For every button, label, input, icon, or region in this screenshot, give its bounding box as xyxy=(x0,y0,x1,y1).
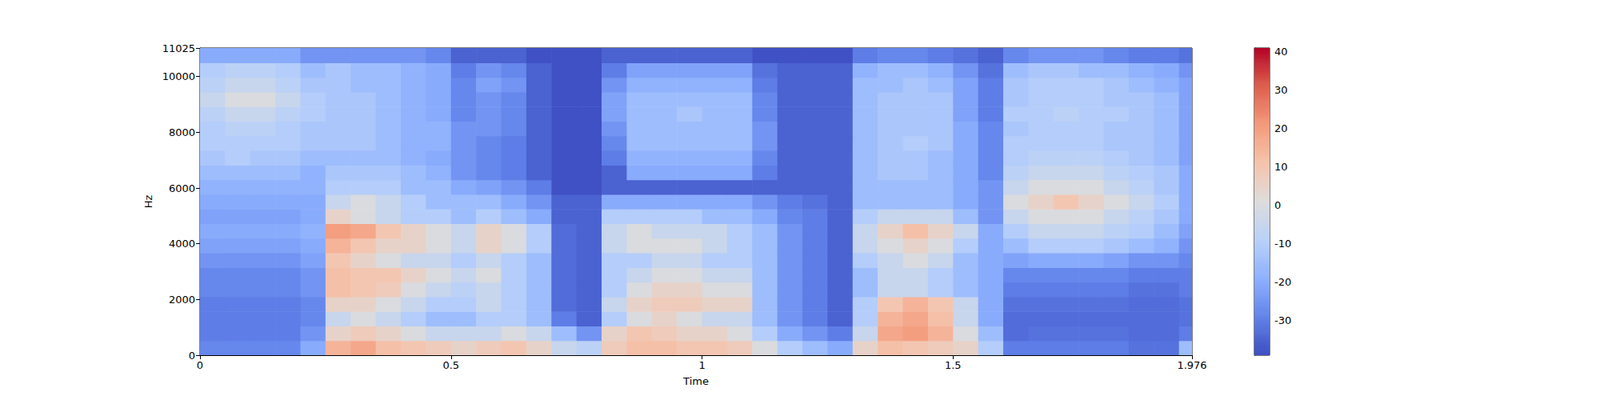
svg-text:Hz: Hz xyxy=(142,195,155,209)
svg-text:0: 0 xyxy=(196,359,204,372)
svg-text:40: 40 xyxy=(1274,45,1288,58)
svg-text:30: 30 xyxy=(1274,84,1288,96)
svg-text:1.976: 1.976 xyxy=(1176,359,1207,372)
svg-text:8000: 8000 xyxy=(168,126,196,139)
svg-text:-30: -30 xyxy=(1274,314,1292,327)
svg-text:20: 20 xyxy=(1274,122,1288,135)
svg-text:10: 10 xyxy=(1274,160,1288,173)
svg-text:10000: 10000 xyxy=(162,70,196,83)
svg-text:1.5: 1.5 xyxy=(944,359,962,372)
svg-text:Time: Time xyxy=(682,375,709,388)
svg-text:1: 1 xyxy=(698,359,705,372)
svg-text:6000: 6000 xyxy=(168,182,196,195)
svg-text:-10: -10 xyxy=(1274,237,1292,250)
svg-text:11025: 11025 xyxy=(162,42,196,55)
svg-text:-20: -20 xyxy=(1274,276,1292,288)
svg-text:4000: 4000 xyxy=(168,237,196,250)
svg-text:0.5: 0.5 xyxy=(442,359,460,372)
svg-text:0: 0 xyxy=(1274,199,1281,212)
svg-text:0: 0 xyxy=(188,349,196,362)
svg-text:2000: 2000 xyxy=(168,293,196,306)
